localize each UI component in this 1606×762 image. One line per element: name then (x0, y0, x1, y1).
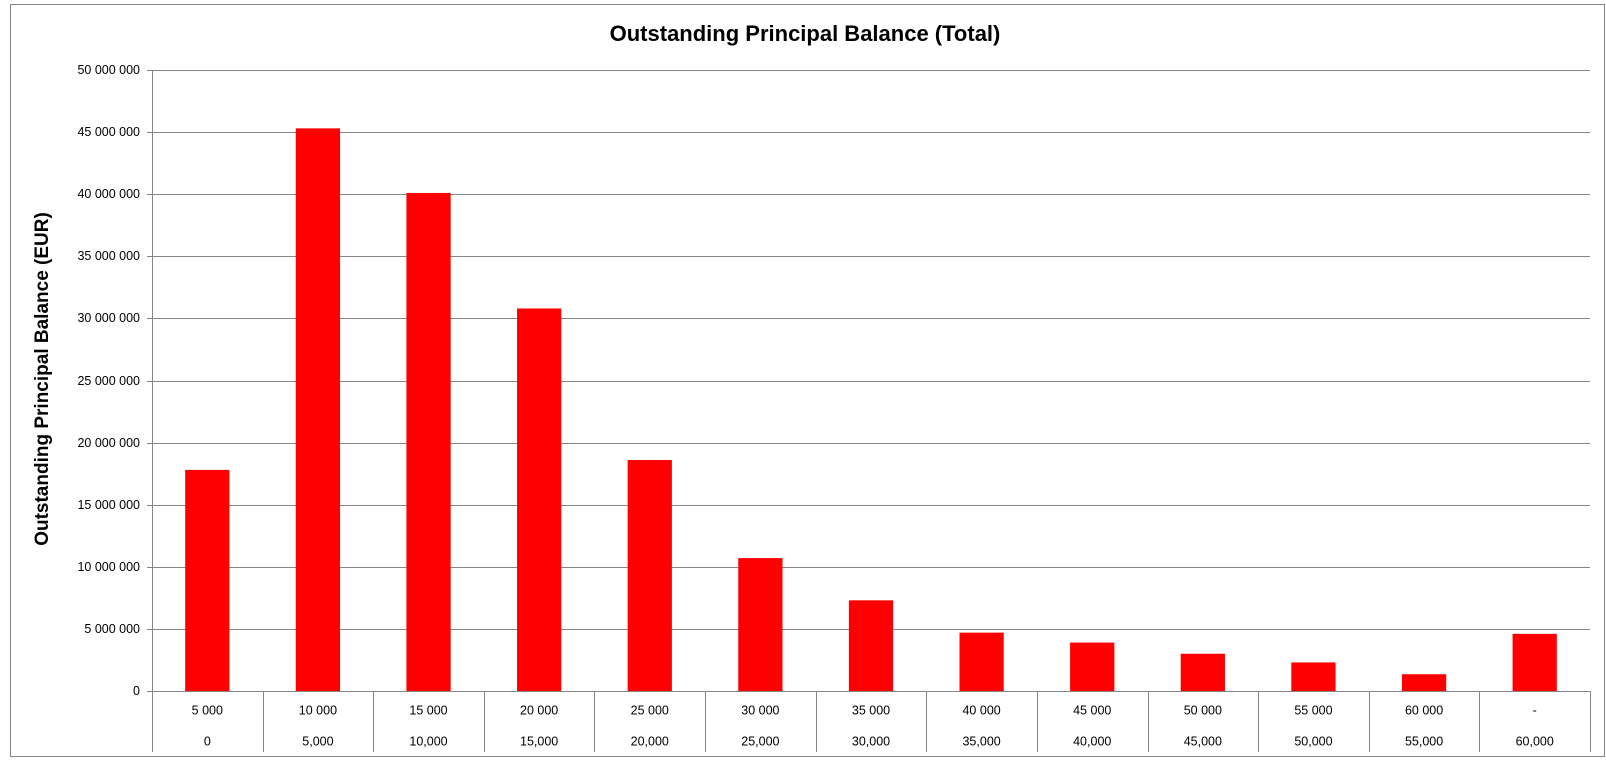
x-tick-label: 60 000 (1405, 703, 1443, 717)
x-tick-label-lower: 20,000 (631, 734, 669, 748)
bar (959, 632, 1004, 691)
y-tick-label: 15 000 000 (77, 498, 140, 512)
x-tick-label-lower: 30,000 (852, 734, 890, 748)
bar (1070, 642, 1115, 691)
chart-title: Outstanding Principal Balance (Total) (610, 21, 1001, 46)
x-tick-label: 30 000 (741, 703, 779, 717)
x-tick-label: 35 000 (852, 703, 890, 717)
y-tick-label: 40 000 000 (77, 187, 140, 201)
bar (1291, 662, 1336, 691)
x-tick-label: 40 000 (962, 703, 1000, 717)
x-tick-label: 45 000 (1073, 703, 1111, 717)
x-tick-label-lower: 50,000 (1294, 734, 1332, 748)
x-tick-label: 55 000 (1294, 703, 1332, 717)
y-tick-label: 5 000 000 (84, 622, 140, 636)
y-tick-label: 20 000 000 (77, 436, 140, 450)
x-tick-label-lower: 35,000 (962, 734, 1000, 748)
x-tick-label: - (1533, 703, 1537, 717)
bar (848, 600, 894, 691)
bar (406, 192, 451, 691)
x-tick-label: 25 000 (631, 703, 669, 717)
x-tick-label: 20 000 (520, 703, 558, 717)
x-tick-label: 50 000 (1184, 703, 1222, 717)
x-tick-label-lower: 0 (204, 734, 211, 748)
y-tick-label: 30 000 000 (77, 311, 140, 325)
bar (295, 128, 341, 691)
x-tick-label-lower: 15,000 (520, 734, 558, 748)
y-tick-label: 35 000 000 (77, 249, 140, 263)
x-tick-label-lower: 25,000 (741, 734, 779, 748)
bar (627, 459, 672, 691)
bar (1401, 674, 1447, 691)
bar (738, 558, 783, 691)
x-tick-label-lower: 45,000 (1184, 734, 1222, 748)
y-tick-label: 25 000 000 (77, 374, 140, 388)
x-tick-label-lower: 10,000 (409, 734, 447, 748)
x-tick-label-lower: 55,000 (1405, 734, 1443, 748)
x-tick-label: 15 000 (409, 703, 447, 717)
x-tick-label-lower: 40,000 (1073, 734, 1111, 748)
x-tick-label-lower: 5,000 (302, 734, 333, 748)
x-tick-label: 10 000 (299, 703, 337, 717)
y-tick-label: 10 000 000 (77, 560, 140, 574)
y-tick-label: 45 000 000 (77, 125, 140, 139)
bar (517, 308, 562, 691)
bar (1512, 633, 1557, 691)
bar (185, 469, 230, 691)
y-tick-label: 0 (133, 684, 140, 698)
bar (1180, 653, 1225, 691)
y-tick-label: 50 000 000 (77, 63, 140, 77)
x-tick-label-lower: 60,000 (1516, 734, 1554, 748)
x-tick-label: 5 000 (192, 703, 223, 717)
y-axis-title: Outstanding Principal Balance (EUR) (32, 212, 53, 546)
chart-border (10, 4, 1605, 757)
